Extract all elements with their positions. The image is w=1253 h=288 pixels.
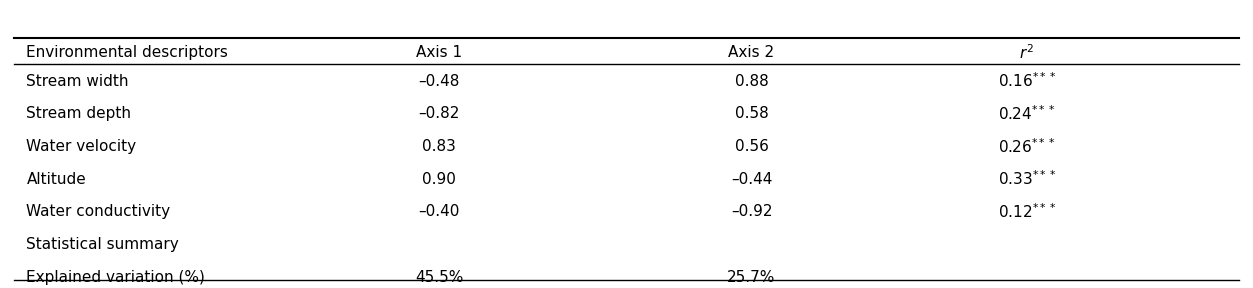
Text: Axis 1: Axis 1 — [416, 45, 462, 60]
Text: Altitude: Altitude — [26, 172, 86, 187]
Text: 0.88: 0.88 — [734, 73, 768, 88]
Text: Statistical summary: Statistical summary — [26, 237, 179, 252]
Text: Explained variation (%): Explained variation (%) — [26, 270, 205, 285]
Text: Environmental descriptors: Environmental descriptors — [26, 45, 228, 60]
Text: Stream width: Stream width — [26, 73, 129, 88]
Text: –0.48: –0.48 — [419, 73, 460, 88]
Text: $r^2$: $r^2$ — [1019, 43, 1034, 62]
Text: –0.92: –0.92 — [730, 204, 772, 219]
Text: Water velocity: Water velocity — [26, 139, 137, 154]
Text: 25.7%: 25.7% — [727, 270, 776, 285]
Text: 45.5%: 45.5% — [415, 270, 464, 285]
Text: 0.33$^{***}$: 0.33$^{***}$ — [997, 170, 1055, 188]
Text: 0.24$^{***}$: 0.24$^{***}$ — [997, 104, 1055, 123]
Text: 0.58: 0.58 — [734, 106, 768, 121]
Text: 0.26$^{***}$: 0.26$^{***}$ — [997, 137, 1055, 156]
Text: –0.44: –0.44 — [730, 172, 772, 187]
Text: Water conductivity: Water conductivity — [26, 204, 170, 219]
Text: 0.90: 0.90 — [422, 172, 456, 187]
Text: –0.40: –0.40 — [419, 204, 460, 219]
Text: 0.83: 0.83 — [422, 139, 456, 154]
Text: 0.12$^{***}$: 0.12$^{***}$ — [997, 202, 1055, 221]
Text: Stream depth: Stream depth — [26, 106, 132, 121]
Text: Axis 2: Axis 2 — [728, 45, 774, 60]
Text: –0.82: –0.82 — [419, 106, 460, 121]
Text: 0.16$^{***}$: 0.16$^{***}$ — [997, 72, 1055, 90]
Text: 0.56: 0.56 — [734, 139, 768, 154]
